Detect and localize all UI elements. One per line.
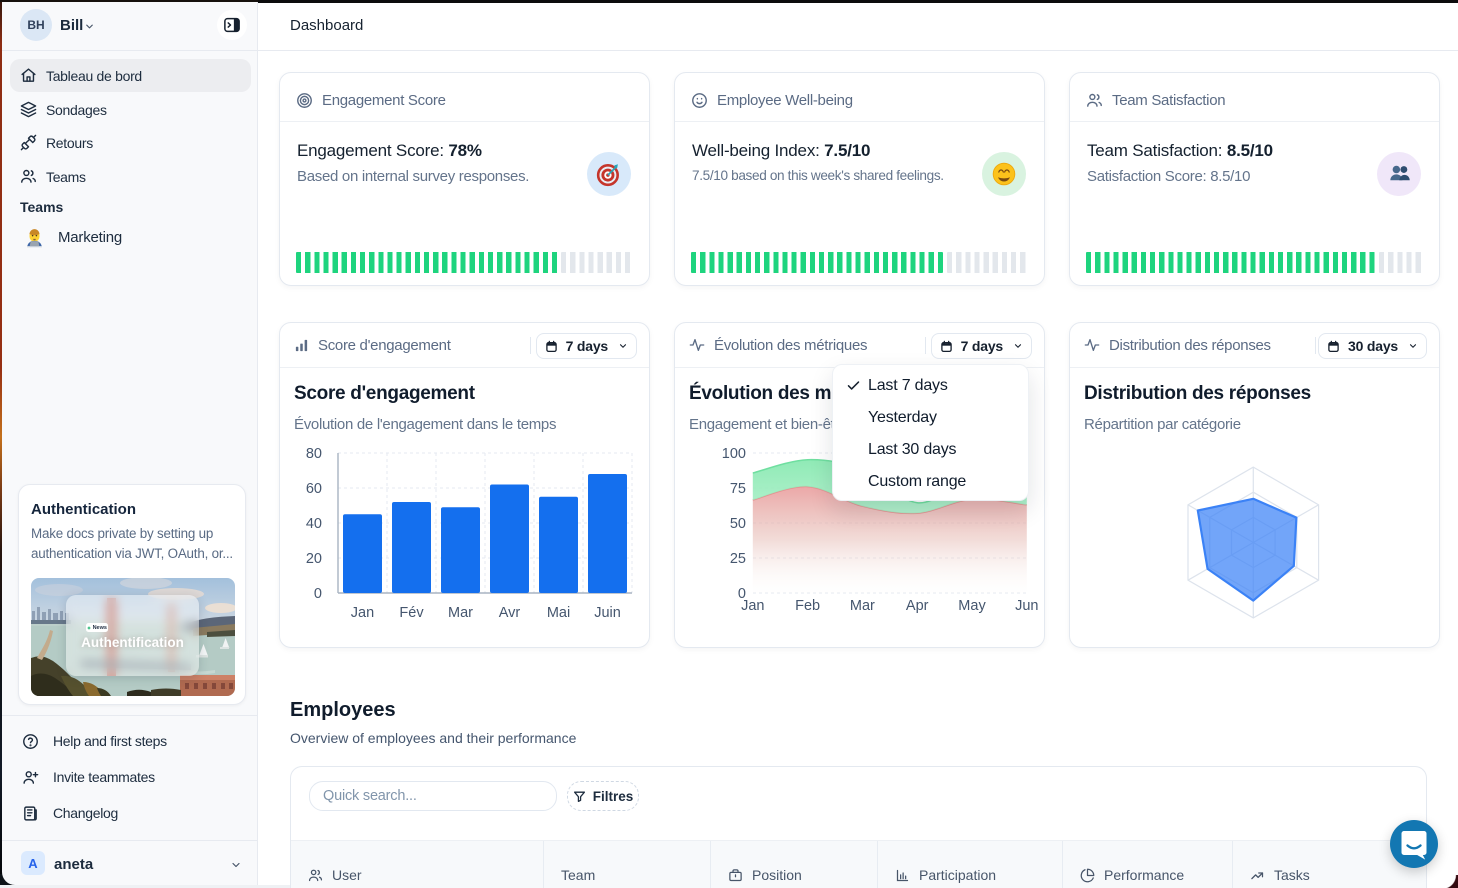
svg-text:Juin: Juin xyxy=(594,605,621,621)
svg-text:40: 40 xyxy=(306,516,322,532)
svg-text:100: 100 xyxy=(722,446,746,462)
svg-text:0: 0 xyxy=(738,586,746,602)
svg-text:75: 75 xyxy=(730,481,746,497)
svg-text:Fév: Fév xyxy=(399,605,424,621)
svg-text:80: 80 xyxy=(306,446,322,462)
svg-text:60: 60 xyxy=(306,481,322,497)
svg-text:Mai: Mai xyxy=(547,605,570,621)
svg-text:Avr: Avr xyxy=(499,605,521,621)
svg-text:Mar: Mar xyxy=(448,605,473,621)
svg-text:20: 20 xyxy=(306,551,322,567)
svg-text:Jun: Jun xyxy=(1015,598,1038,614)
svg-text:Apr: Apr xyxy=(906,598,929,614)
svg-text:Mar: Mar xyxy=(850,598,875,614)
svg-text:Jan: Jan xyxy=(741,598,764,614)
svg-text:Jan: Jan xyxy=(351,605,374,621)
svg-text:25: 25 xyxy=(730,551,746,567)
svg-text:50: 50 xyxy=(730,516,746,532)
svg-text:0: 0 xyxy=(314,586,322,602)
svg-text:Feb: Feb xyxy=(795,598,820,614)
svg-text:May: May xyxy=(958,598,986,614)
